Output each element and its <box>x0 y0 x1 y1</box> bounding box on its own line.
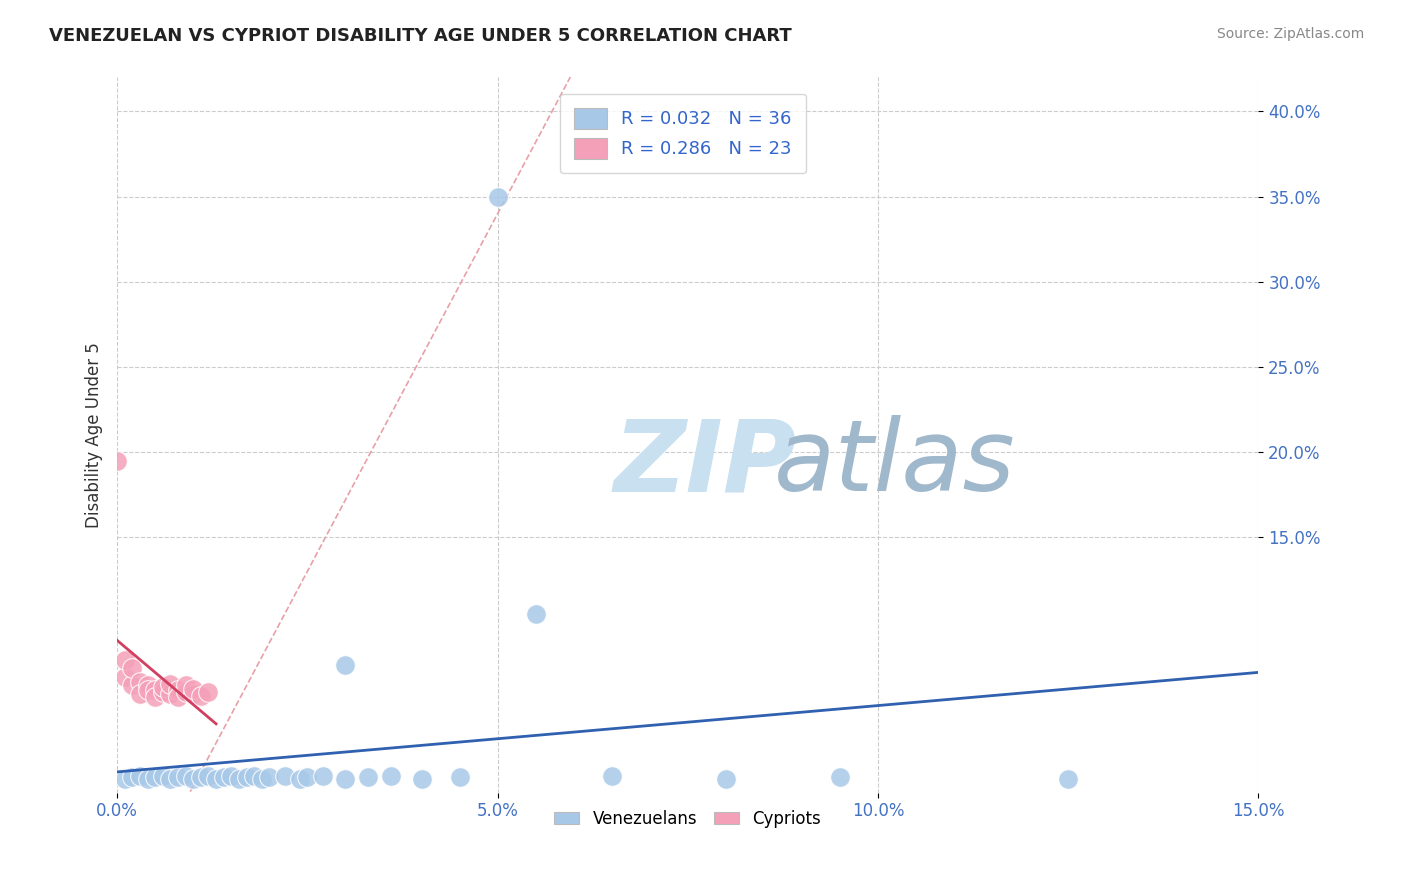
Point <box>259 770 281 784</box>
Point <box>212 770 235 784</box>
Point <box>136 772 159 786</box>
Text: ZIP: ZIP <box>613 415 797 512</box>
Point <box>335 657 357 672</box>
Point <box>121 678 143 692</box>
Point <box>159 676 181 690</box>
Point <box>129 675 152 690</box>
Point <box>152 685 174 699</box>
Point <box>167 690 190 705</box>
Point <box>159 772 181 786</box>
Point <box>143 683 166 698</box>
Point <box>190 689 212 703</box>
Text: atlas: atlas <box>773 415 1015 512</box>
Point <box>143 690 166 705</box>
Point <box>174 769 197 783</box>
Point <box>121 661 143 675</box>
Point <box>600 769 623 783</box>
Point <box>121 770 143 784</box>
Point <box>174 685 197 699</box>
Point <box>136 678 159 692</box>
Point <box>243 769 266 783</box>
Point <box>190 770 212 784</box>
Point <box>228 772 250 786</box>
Point <box>143 770 166 784</box>
Point <box>181 681 204 696</box>
Point <box>250 772 273 786</box>
Legend: Venezuelans, Cypriots: Venezuelans, Cypriots <box>548 803 828 834</box>
Point <box>714 772 737 786</box>
Point <box>235 770 257 784</box>
Point <box>136 683 159 698</box>
Point <box>181 772 204 786</box>
Point <box>221 769 243 783</box>
Text: Source: ZipAtlas.com: Source: ZipAtlas.com <box>1216 27 1364 41</box>
Point <box>411 772 433 786</box>
Point <box>114 670 136 684</box>
Y-axis label: Disability Age Under 5: Disability Age Under 5 <box>86 343 103 528</box>
Point <box>197 769 219 783</box>
Point <box>114 772 136 786</box>
Point <box>152 680 174 694</box>
Point <box>1057 772 1080 786</box>
Point <box>129 769 152 783</box>
Point <box>129 687 152 701</box>
Text: VENEZUELAN VS CYPRIOT DISABILITY AGE UNDER 5 CORRELATION CHART: VENEZUELAN VS CYPRIOT DISABILITY AGE UND… <box>49 27 792 45</box>
Point <box>524 607 547 621</box>
Point <box>335 772 357 786</box>
Point <box>486 189 509 203</box>
Point <box>357 770 380 784</box>
Point <box>159 687 181 701</box>
Point <box>167 770 190 784</box>
Point <box>311 769 333 783</box>
Point <box>380 769 402 783</box>
Point <box>105 453 128 467</box>
Point <box>273 769 295 783</box>
Point <box>288 772 311 786</box>
Point <box>449 770 471 784</box>
Point <box>152 769 174 783</box>
Point <box>167 683 190 698</box>
Point <box>114 653 136 667</box>
Point <box>297 770 319 784</box>
Point <box>174 678 197 692</box>
Point <box>205 772 228 786</box>
Point <box>181 687 204 701</box>
Point <box>828 770 851 784</box>
Point <box>197 685 219 699</box>
